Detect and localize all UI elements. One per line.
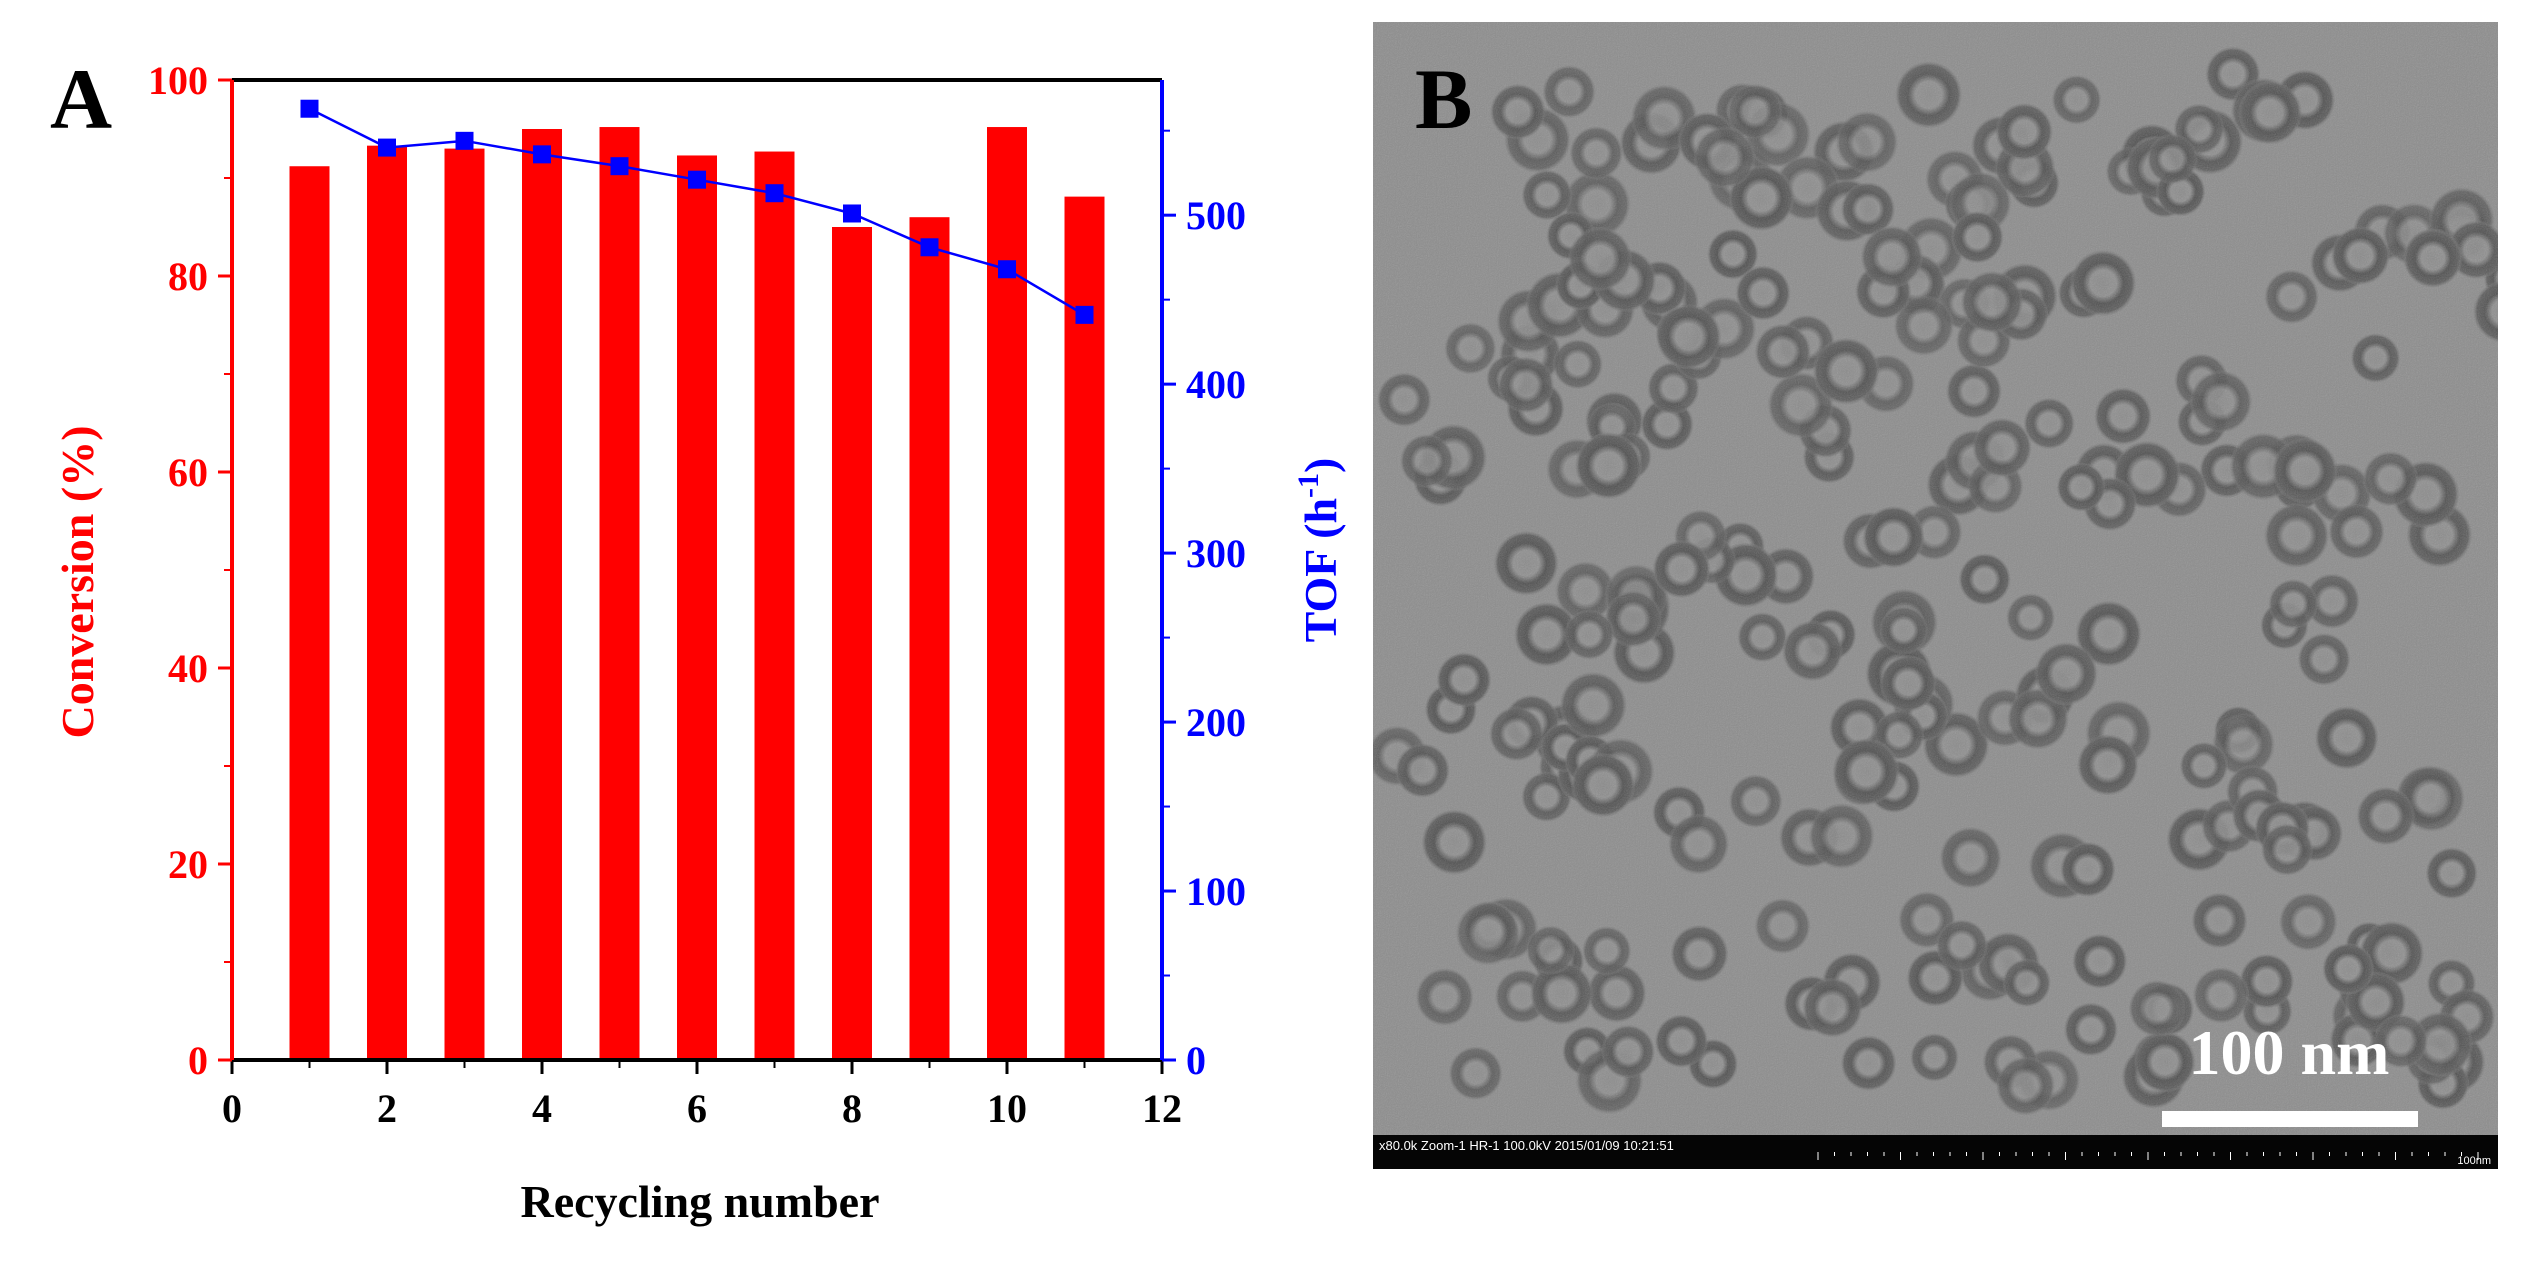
y-right-tick-label: 0 [1186,1038,1206,1083]
tem-micrograph: B 100 nm x80.0k Zoom-1 HR-1 100.0kV 2015… [1373,22,2498,1169]
conversion-bar [832,227,872,1060]
y-right-tick-label: 400 [1186,362,1246,407]
y-left-tick-label: 100 [148,58,208,103]
conversion-bar [1064,196,1105,1060]
y-right-tick-label: 300 [1186,531,1246,576]
tof-point [688,170,706,189]
x-tick-label: 2 [377,1086,397,1131]
y-right-tick-label: 500 [1186,193,1246,238]
tem-grain-overlay [1373,22,2498,1169]
tof-point [1075,305,1094,324]
scale-bar [2162,1111,2418,1127]
x-axis-ticks: 0 2 4 6 8 10 12 [222,1060,1182,1131]
y-left-tick-label: 0 [188,1038,208,1083]
info-bar-ruler [1817,1152,2479,1160]
y-left-tick-label: 80 [168,254,208,299]
y-right-tick-label: 200 [1186,700,1246,745]
tof-point [455,131,474,150]
x-tick-label: 6 [687,1086,707,1131]
x-tick-label: 0 [222,1086,242,1131]
x-tick-label: 4 [532,1086,552,1131]
conversion-bar [599,127,640,1061]
tof-point [533,145,551,164]
tof-point [378,138,396,157]
tof-point [765,184,784,203]
tem-info-scale: 100nm [2457,1155,2491,1167]
scale-bar-label: 100 nm [2189,1017,2390,1088]
panel-b-label: B [1415,51,1472,147]
conversion-tof-chart: A 0 2 4 6 8 10 12 0 20 40 60 80 100 0 100 200 300 400 50… [50,51,1346,1227]
y-left-axis-label: Conversion (%) [52,425,103,738]
x-axis-label: Recycling number [520,1176,879,1227]
y-right-label-superscript: -1 [1292,473,1325,498]
y-right-label-end: ) [1295,458,1346,473]
x-tick-label: 8 [842,1086,862,1131]
y-right-axis-label: TOF (h-1) [1292,458,1346,643]
tem-info-bar [1373,1135,2498,1169]
x-tick-label: 10 [987,1086,1027,1131]
tem-info-text: x80.0k Zoom-1 HR-1 100.0kV 2015/01/09 10… [1379,1138,1674,1153]
conversion-bar [754,151,795,1061]
bar-series [289,127,1105,1061]
tof-point [920,238,939,257]
conversion-bar [444,148,485,1061]
conversion-bar [289,166,330,1061]
tof-point [300,99,319,118]
tof-point [610,157,629,176]
y-left-tick-label: 40 [168,646,208,691]
tof-point [843,204,861,223]
y-right-axis-ticks: 0 100 200 300 400 500 [1162,129,1246,1083]
conversion-bar [987,127,1027,1061]
y-left-tick-label: 20 [168,842,208,887]
y-right-label-main: TOF (h [1295,498,1346,642]
tof-line-series [300,99,1094,324]
conversion-bar [677,155,717,1060]
conversion-bar [522,129,562,1060]
x-tick-label: 12 [1142,1086,1182,1131]
conversion-bar [367,145,407,1060]
y-left-axis-ticks: 0 20 40 60 80 100 [148,58,232,1083]
y-left-tick-label: 60 [168,450,208,495]
y-right-tick-label: 100 [1186,869,1246,914]
panel-a-label: A [50,51,112,147]
conversion-bar [909,217,950,1060]
tof-point [998,260,1016,279]
